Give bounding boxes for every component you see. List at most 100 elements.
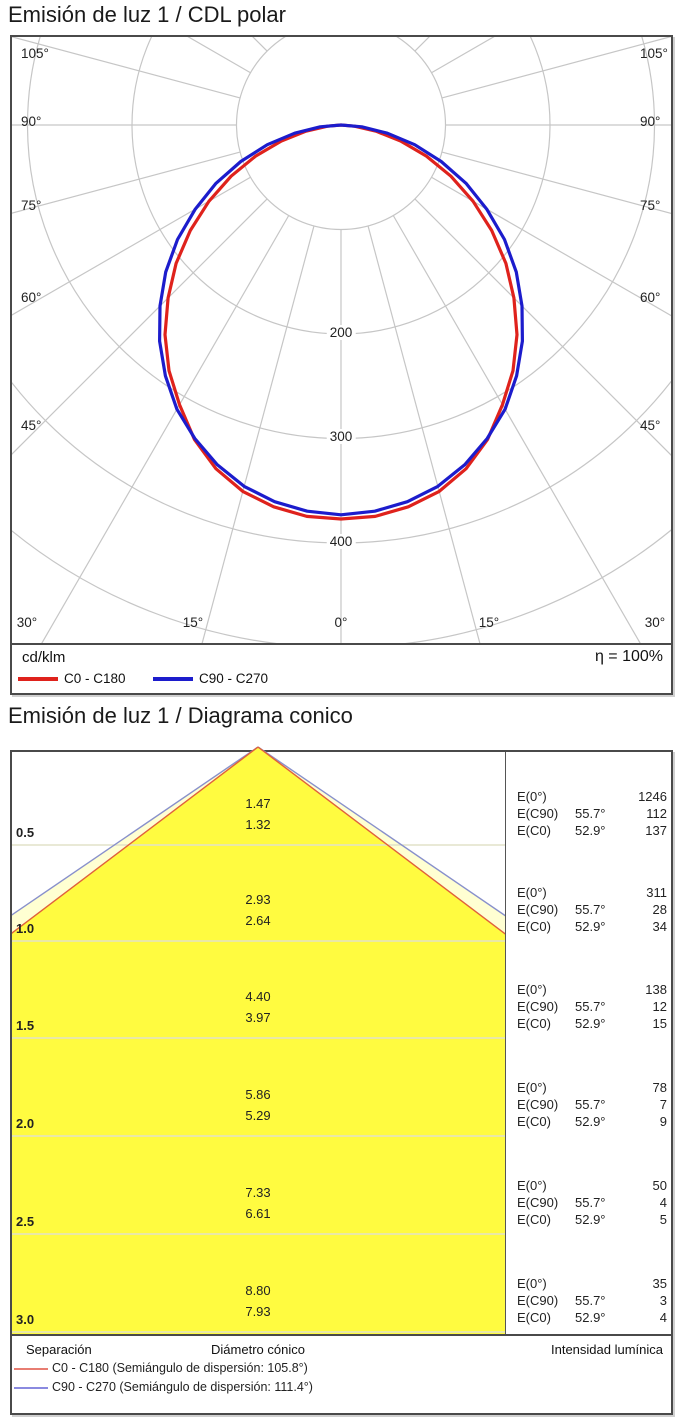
angle-label-bottom: 0° (334, 615, 348, 630)
angle-label-bottom: 30° (644, 615, 666, 630)
e-angle: 52.9° (575, 1310, 606, 1325)
cone-chart (12, 746, 505, 1334)
e-label: E(0°) (517, 1080, 547, 1095)
grid-ray (12, 151, 241, 214)
diameter-c0-value: 1.32 (245, 817, 271, 832)
c0-cone-edge (257, 746, 505, 935)
angle-label-bottom: 15° (182, 615, 204, 630)
illuminance-line: E(C90) 55.7° 28 (507, 902, 667, 919)
polar-legend: cd/klm C0 - C180 C90 - C270 η = 100% (12, 645, 671, 693)
footer-legend-c0: C0 - C180 (Semiángulo de dispersión: 105… (12, 1361, 662, 1376)
separation-label: 3.0 (16, 1312, 35, 1327)
footer-col-separation: Separación (26, 1342, 92, 1357)
e-value: 78 (652, 1080, 667, 1095)
grid-ray (441, 37, 671, 99)
c90-cone-edge (12, 746, 259, 916)
illuminance-block: E(0°) 1246 E(C90) 55.7° 112 E(C0) 52.9° 137 (507, 789, 667, 840)
ring-value-label: 400 (326, 534, 356, 549)
illuminance-line: E(C90) 55.7° 3 (507, 1293, 667, 1310)
c0-c180-line-swatch (18, 677, 58, 681)
e-label: E(0°) (517, 789, 547, 804)
illuminance-block: E(0°) 35 E(C90) 55.7° 3 E(C0) 52.9° 4 (507, 1276, 667, 1327)
e-value: 1246 (638, 789, 667, 804)
c0-cone-edge (12, 746, 259, 934)
c0-c180-line-swatch (14, 1368, 48, 1370)
e-label: E(C90) (517, 1195, 559, 1210)
cone-diagram: 0.5 1.47 1.32 1.0 2.93 2.64 1.5 4.40 3.97 2.0 5.86… (12, 746, 505, 1334)
angle-label-bottom: 15° (478, 615, 500, 630)
illuminance-panel: E(0°) 1246 E(C90) 55.7° 112 E(C0) 52.9° 137 E(0°… (507, 752, 671, 1334)
e-label: E(0°) (517, 1178, 547, 1193)
illuminance-line: E(0°) 1246 (507, 789, 667, 806)
illuminance-line: E(C0) 52.9° 4 (507, 1310, 667, 1327)
illuminance-line: E(0°) 138 (507, 982, 667, 999)
angle-label-bottom: 30° (16, 615, 38, 630)
angle-label-right: 45° (640, 418, 661, 433)
illuminance-line: E(C0) 52.9° 15 (507, 1016, 667, 1033)
e-angle: 55.7° (575, 999, 606, 1014)
e-angle: 55.7° (575, 902, 606, 917)
illuminance-line: E(0°) 78 (507, 1080, 667, 1097)
c90-cone-edge (257, 746, 505, 917)
ring-value-label: 200 (326, 325, 356, 340)
angle-label-right: 75° (640, 198, 661, 213)
legend-label: C0 - C180 (64, 671, 126, 686)
e-value: 7 (659, 1097, 667, 1112)
grid-ray (392, 215, 641, 643)
e-angle: 52.9° (575, 1114, 606, 1129)
e-value: 5 (659, 1212, 667, 1227)
angle-label-right: 105° (640, 46, 668, 61)
e-label: E(C0) (517, 919, 551, 934)
e-angle: 55.7° (575, 1195, 606, 1210)
e-angle: 52.9° (575, 823, 606, 838)
diameter-c90-value: 8.80 (245, 1283, 271, 1298)
illuminance-block: E(0°) 311 E(C90) 55.7° 28 E(C0) 52.9° 34 (507, 885, 667, 936)
angle-label-left: 45° (21, 418, 42, 433)
separation-label: 2.5 (16, 1214, 35, 1229)
diameter-c90-value: 5.86 (245, 1087, 271, 1102)
e-value: 28 (652, 902, 667, 917)
grid-ray (12, 37, 241, 99)
e-value: 137 (645, 823, 667, 838)
polar-legend-divider (12, 643, 671, 645)
diameter-c0-value: 6.61 (245, 1206, 271, 1221)
illuminance-line: E(C0) 52.9° 137 (507, 823, 667, 840)
e-value: 311 (646, 885, 667, 900)
grid-ray (414, 37, 430, 52)
e-value: 15 (652, 1016, 667, 1031)
c0-cone-fill (12, 747, 505, 1334)
footer-col-diameter: Diámetro cónico (211, 1342, 305, 1357)
footer-col-intensity: Intensidad lumínica (550, 1342, 663, 1357)
illuminance-line: E(0°) 311 (507, 885, 667, 902)
e-label: E(C0) (517, 1310, 551, 1325)
footer-legend-label: C90 - C270 (Semiángulo de dispersión: 11… (52, 1380, 313, 1394)
cone-footer: Separación Diámetro cónico Intensidad lu… (12, 1334, 671, 1413)
footer-legend-c90: C90 - C270 (Semiángulo de dispersión: 11… (12, 1380, 662, 1395)
ring-value-label: 300 (326, 429, 356, 444)
diameter-c90-value: 1.47 (245, 796, 271, 811)
curve-C90-C270 (158, 123, 524, 517)
e-value: 112 (646, 806, 667, 821)
e-angle: 55.7° (575, 806, 606, 821)
polar-panel: cd/klm C0 - C180 C90 - C270 η = 100% 105… (10, 35, 673, 695)
separation-label: 1.0 (16, 921, 35, 936)
e-label: E(C90) (517, 806, 559, 821)
e-label: E(C90) (517, 902, 559, 917)
grid-ray (441, 151, 671, 215)
illuminance-line: E(0°) 50 (507, 1178, 667, 1195)
illuminance-block: E(0°) 50 E(C90) 55.7° 4 E(C0) 52.9° 5 (507, 1178, 667, 1229)
diameter-c90-value: 4.40 (245, 989, 271, 1004)
e-value: 35 (652, 1276, 667, 1291)
illuminance-line: E(C90) 55.7° 7 (507, 1097, 667, 1114)
diameter-c0-value: 5.29 (245, 1108, 271, 1123)
illuminance-line: E(C90) 55.7° 112 (507, 806, 667, 823)
illuminance-line: E(C0) 52.9° 9 (507, 1114, 667, 1131)
e-label: E(C90) (517, 1293, 559, 1308)
legend-item-c90-c270: C90 - C270 (153, 671, 303, 687)
e-angle: 52.9° (575, 919, 606, 934)
polar-title: Emisión de luz 1 / CDL polar (8, 2, 286, 27)
e-label: E(C0) (517, 1212, 551, 1227)
illuminance-line: E(C90) 55.7° 4 (507, 1195, 667, 1212)
e-label: E(0°) (517, 885, 547, 900)
cone-title: Emisión de luz 1 / Diagrama conico (8, 703, 353, 728)
